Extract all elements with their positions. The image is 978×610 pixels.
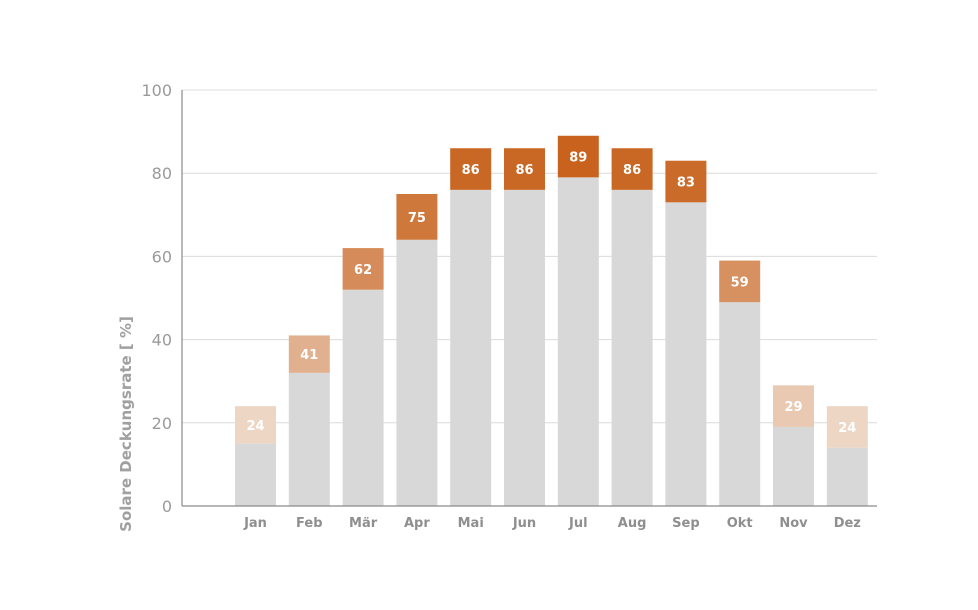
- bar-base: [504, 189, 545, 506]
- x-tick-label: Jun: [512, 516, 536, 531]
- data-label: 83: [677, 176, 695, 191]
- bar-cap: [288, 335, 330, 373]
- bar-base: [396, 239, 438, 506]
- x-tick-label: Okt: [727, 516, 753, 531]
- y-tick-label: 60: [152, 247, 172, 266]
- bar-cap: [719, 260, 761, 303]
- x-tick-label: Jul: [568, 516, 588, 531]
- data-label: 75: [408, 211, 426, 226]
- data-label: 89: [569, 151, 587, 166]
- bar-base: [288, 372, 330, 506]
- bar-base: [342, 289, 384, 506]
- bar-base: [450, 189, 492, 506]
- bar-cap: [826, 406, 868, 448]
- y-tick-label: 80: [152, 164, 172, 183]
- data-label: 59: [731, 275, 749, 290]
- y-tick-label: 0: [162, 497, 172, 516]
- y-tick-label: 40: [152, 331, 172, 350]
- data-label: 29: [784, 400, 802, 415]
- x-tick-label: Mai: [458, 516, 484, 531]
- y-tick-labels: 0 20 40 60 80 100: [141, 81, 172, 516]
- bar-base: [557, 177, 599, 507]
- x-tick-label: Apr: [404, 516, 430, 531]
- x-tick-label: Nov: [779, 516, 808, 531]
- y-axis-label: Solare Deckungsrate [ %]: [117, 316, 135, 532]
- data-label: 86: [623, 163, 641, 178]
- bar-base: [611, 189, 653, 506]
- x-tick-label: Feb: [296, 516, 322, 531]
- axes: [181, 90, 877, 507]
- x-tick-label: Aug: [618, 516, 647, 531]
- bar-base: [773, 426, 814, 506]
- y-tick-label: 100: [141, 81, 172, 100]
- x-tick-label: Dez: [834, 516, 861, 531]
- bar-cap: [773, 385, 814, 427]
- bar-base: [826, 447, 868, 506]
- data-label: 86: [515, 163, 533, 178]
- bar-base: [719, 302, 761, 506]
- data-label: 62: [354, 263, 372, 278]
- data-label: 86: [462, 163, 480, 178]
- bar-cap: [611, 148, 653, 190]
- bar-cap: [504, 148, 545, 190]
- bar-cap: [396, 194, 438, 240]
- bar-cap: [557, 135, 599, 178]
- bar-cap: [235, 406, 276, 444]
- data-label: 41: [300, 348, 318, 363]
- bar-base: [665, 202, 707, 506]
- data-label: 24: [838, 421, 856, 436]
- bars: 24 41 62 75 86 86 89 86 83 59 29 24: [235, 135, 868, 507]
- y-tick-label: 20: [152, 414, 172, 433]
- bar-cap: [665, 160, 707, 203]
- bar-cap: [450, 148, 492, 190]
- data-label: 24: [246, 419, 264, 434]
- x-tick-label: Mär: [349, 516, 378, 531]
- x-tick-label: Sep: [672, 516, 700, 531]
- bar-base: [235, 443, 276, 506]
- x-tick-label: Jan: [243, 516, 267, 531]
- x-tick-labels: Jan Feb Mär Apr Mai Jun Jul Aug Sep Okt Nov Dez: [243, 516, 861, 531]
- bar-cap: [342, 248, 384, 290]
